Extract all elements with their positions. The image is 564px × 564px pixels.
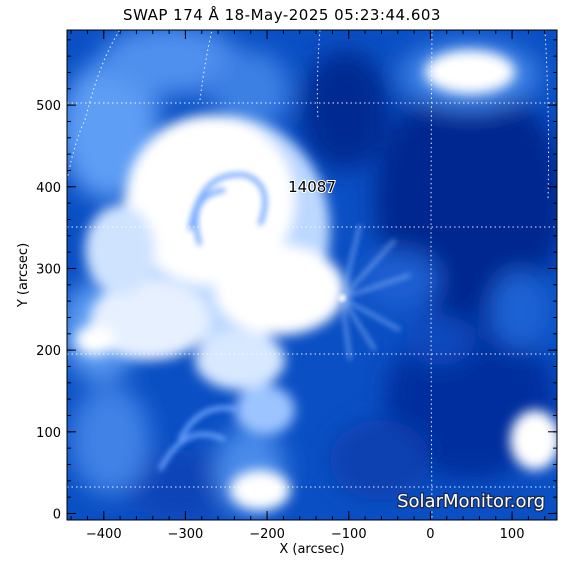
x-axis-label: X (arcsec) [279,542,344,557]
x-tick-label: −400 [86,527,122,542]
watermark: SolarMonitor.org [397,491,545,512]
active-region-label: 14087 [288,178,336,196]
x-tick-label: 0 [426,527,434,542]
plot-frame [66,29,558,521]
x-tick-label: 100 [500,527,525,542]
y-tick-label: 100 [36,426,61,441]
coordinate-grid [67,30,557,520]
axis-ticks [67,30,557,520]
y-axis-label: Y (arcsec) [16,243,31,308]
y-tick-label: 200 [36,344,61,359]
y-tick-label: 400 [36,181,61,196]
euv-image [67,30,557,520]
image-title: SWAP 174 Å 18-May-2025 05:23:44.603 [123,6,441,24]
y-tick-label: 500 [36,99,61,114]
y-tick-label: 300 [36,262,61,277]
x-tick-label: −100 [331,527,367,542]
y-tick-label: 0 [53,507,61,522]
x-tick-label: −200 [249,527,285,542]
x-tick-label: −300 [168,527,204,542]
axis-tick-labels: −400 −300 −200 −100 0 100 0 100 200 300 400 500 [36,99,524,542]
